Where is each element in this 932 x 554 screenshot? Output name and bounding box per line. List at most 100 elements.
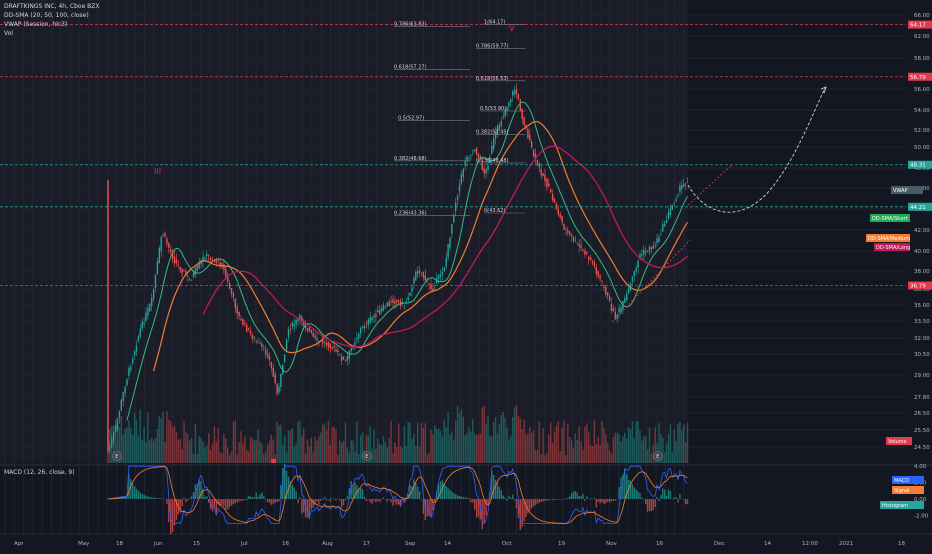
volume-bar: [360, 435, 361, 463]
candle-body: [121, 400, 122, 410]
macd-histogram-bar: [299, 497, 300, 499]
volume-bar: [645, 437, 646, 463]
candle-body: [626, 294, 627, 301]
volume-bar: [320, 433, 321, 463]
candle-body: [628, 288, 629, 293]
candle-body: [569, 231, 570, 234]
macd-histogram-bar: [544, 499, 545, 501]
volume-bar: [497, 433, 498, 463]
volume-bar: [506, 428, 507, 463]
volume-bar: [282, 445, 283, 463]
volume-bar: [159, 417, 160, 463]
candle-body: [271, 362, 272, 368]
candle-body: [269, 356, 270, 360]
macd-histogram-bar: [187, 499, 188, 501]
macd-histogram-bar: [453, 493, 454, 499]
macd-histogram-bar: [252, 497, 253, 499]
volume-bar: [421, 423, 422, 463]
volume-bar: [265, 452, 266, 463]
volume-bar: [499, 424, 500, 463]
volume-bar: [503, 412, 504, 463]
volume-bar: [628, 427, 629, 463]
candle-body: [235, 299, 236, 308]
volume-bar: [510, 436, 511, 463]
candle-body: [655, 246, 656, 247]
macd-histogram-bar: [459, 496, 460, 499]
candle-body: [193, 273, 194, 277]
volume-bar: [377, 439, 378, 463]
volume-bar: [288, 431, 289, 463]
macd-histogram-bar: [172, 499, 173, 532]
candle-body: [288, 329, 289, 337]
candle-body: [466, 157, 467, 161]
volume-bar: [181, 449, 182, 463]
volume-bar: [375, 449, 376, 463]
macd-histogram-bar: [364, 497, 365, 499]
candle-body: [687, 182, 688, 183]
macd-histogram-bar: [347, 496, 348, 499]
macd-histogram-bar: [375, 499, 376, 502]
candle-body: [126, 379, 127, 385]
volume-bar: [539, 422, 540, 463]
macd-histogram-bar: [499, 487, 500, 499]
volume-bar: [522, 429, 523, 463]
volume-bar: [256, 440, 257, 463]
macd-histogram-bar: [666, 496, 667, 499]
candle-body: [636, 268, 637, 271]
macd-histogram-bar: [658, 499, 659, 501]
volume-bar: [567, 424, 568, 463]
candle-body: [415, 272, 416, 281]
macd-histogram-bar: [267, 499, 268, 502]
macd-histogram-bar: [345, 499, 346, 500]
volume-bar: [491, 436, 492, 463]
macd-histogram-bar: [440, 481, 441, 499]
macd-histogram-bar: [275, 499, 276, 503]
macd-histogram-bar: [607, 499, 608, 502]
volume-bar: [582, 450, 583, 463]
volume-bar: [423, 428, 424, 463]
volume-bar: [444, 420, 445, 463]
volume-bar: [128, 420, 129, 463]
candle-body: [128, 368, 129, 376]
candle-body: [349, 351, 350, 359]
time-tick-label: Dec: [714, 541, 725, 547]
axis-tag-label: DD-SMA/Short: [872, 216, 908, 222]
macd-histogram-bar: [166, 499, 167, 504]
macd-histogram-bar: [512, 495, 513, 499]
candle-body: [240, 319, 241, 320]
candle-body: [379, 310, 380, 315]
volume-bar: [216, 442, 217, 463]
candle-body: [487, 166, 488, 170]
macd-histogram-bar: [263, 496, 264, 499]
candle-body: [164, 233, 165, 237]
volume-bar: [438, 429, 439, 463]
price-tick-label: 35.00: [914, 303, 930, 309]
candle-body: [554, 199, 555, 203]
volume-bar: [341, 443, 342, 463]
macd-histogram-bar: [670, 491, 671, 499]
candle-body: [368, 320, 369, 325]
volume-bar: [573, 448, 574, 463]
time-tick-label: 18: [898, 541, 905, 547]
candle-body: [520, 100, 521, 111]
candle-body: [151, 298, 152, 306]
macd-histogram-bar: [326, 499, 327, 501]
time-tick-label: Jun: [153, 541, 163, 547]
macd-histogram-bar: [430, 499, 431, 517]
candle-body: [560, 214, 561, 217]
candle-body: [254, 338, 255, 339]
price-tick-label: 24.50: [914, 445, 930, 451]
candle-body: [297, 319, 298, 321]
candle-body: [531, 142, 532, 148]
volume-bar: [533, 430, 534, 463]
candle-body: [183, 271, 184, 272]
candle-body: [533, 150, 534, 156]
volume-bar: [164, 442, 165, 463]
volume-bar: [170, 421, 171, 463]
earnings-marker-label: E: [656, 454, 659, 460]
macd-histogram-bar: [320, 499, 321, 501]
candle-body: [292, 323, 293, 326]
volume-bar: [453, 440, 454, 463]
